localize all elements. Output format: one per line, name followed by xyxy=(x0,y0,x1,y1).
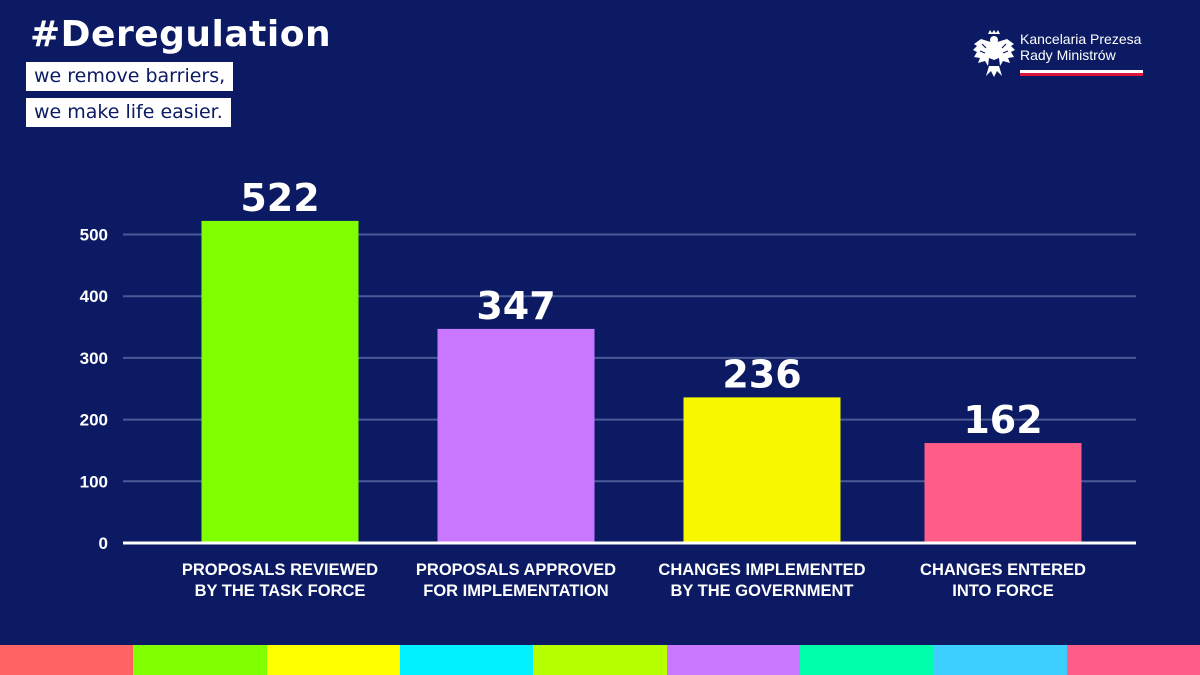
category-label-line: CHANGES IMPLEMENTED xyxy=(658,561,866,579)
stripe-segment-9 xyxy=(1066,645,1200,675)
y-tick-label: 200 xyxy=(80,411,108,430)
bar-2 xyxy=(437,328,595,543)
category-label-3: CHANGES IMPLEMENTED BY THE GOVERNMENT xyxy=(647,560,877,602)
logo-text: Kancelaria Prezesa Rady Ministrów xyxy=(1020,31,1141,63)
y-tick-label: 500 xyxy=(80,226,108,245)
bars xyxy=(201,220,1082,543)
logo-flag-white-stripe xyxy=(1020,70,1143,73)
bar-4 xyxy=(924,443,1082,543)
tagline-line-1: we remove barriers, xyxy=(26,62,234,91)
logo: Kancelaria Prezesa Rady Ministrów xyxy=(972,30,1152,80)
category-label-2: PROPOSALS APPROVED FOR IMPLEMENTATION xyxy=(401,560,631,602)
category-label-line: CHANGES ENTERED xyxy=(920,561,1086,579)
category-label-1: PROPOSALS REVIEWED BY THE TASK FORCE xyxy=(165,560,395,602)
category-label-line: PROPOSALS REVIEWED xyxy=(181,561,379,579)
y-tick-label: 100 xyxy=(80,472,108,491)
category-label-line: PROPOSALS APPROVED xyxy=(415,561,617,579)
logo-line-2: Rady Ministrów xyxy=(1020,47,1116,63)
hashtag-title: #Deregulation xyxy=(30,14,332,55)
category-label-line: FOR IMPLEMENTATION xyxy=(423,582,609,600)
value-label-3: 236 xyxy=(722,352,801,396)
stripe-segment-5 xyxy=(533,645,667,675)
y-tick-label: 0 xyxy=(99,534,108,553)
stripe-segment-6 xyxy=(666,645,800,675)
bottom-color-stripe xyxy=(0,645,1200,675)
category-label-line: BY THE GOVERNMENT xyxy=(670,582,854,600)
stripe-segment-8 xyxy=(933,645,1067,675)
category-label-line: BY THE TASK FORCE xyxy=(194,582,366,600)
stripe-segment-1 xyxy=(0,645,134,675)
stripe-segment-2 xyxy=(133,645,267,675)
logo-flag-red-stripe xyxy=(1020,73,1143,76)
value-label-1: 522 xyxy=(240,176,319,220)
stripe-segment-7 xyxy=(799,645,934,675)
category-label-line: INTO FORCE xyxy=(952,582,1054,600)
category-label-4: CHANGES ENTERED INTO FORCE xyxy=(888,560,1118,602)
bar-3 xyxy=(683,397,841,543)
value-label-4: 162 xyxy=(963,398,1042,442)
y-tick-label: 400 xyxy=(80,287,108,306)
stripe-segment-3 xyxy=(266,645,400,675)
y-tick-label: 300 xyxy=(80,349,108,368)
bar-1 xyxy=(201,220,359,543)
value-label-2: 347 xyxy=(476,284,555,328)
stripe-segment-4 xyxy=(399,645,534,675)
tagline-line-2: we make life easier. xyxy=(26,98,231,127)
logo-line-1: Kancelaria Prezesa xyxy=(1020,31,1142,47)
value-labels: 522 347 236 162 xyxy=(240,176,1042,442)
y-axis-ticks: 0 100 200 300 400 500 xyxy=(80,226,108,554)
white-eagle-emblem-icon xyxy=(973,30,1015,77)
